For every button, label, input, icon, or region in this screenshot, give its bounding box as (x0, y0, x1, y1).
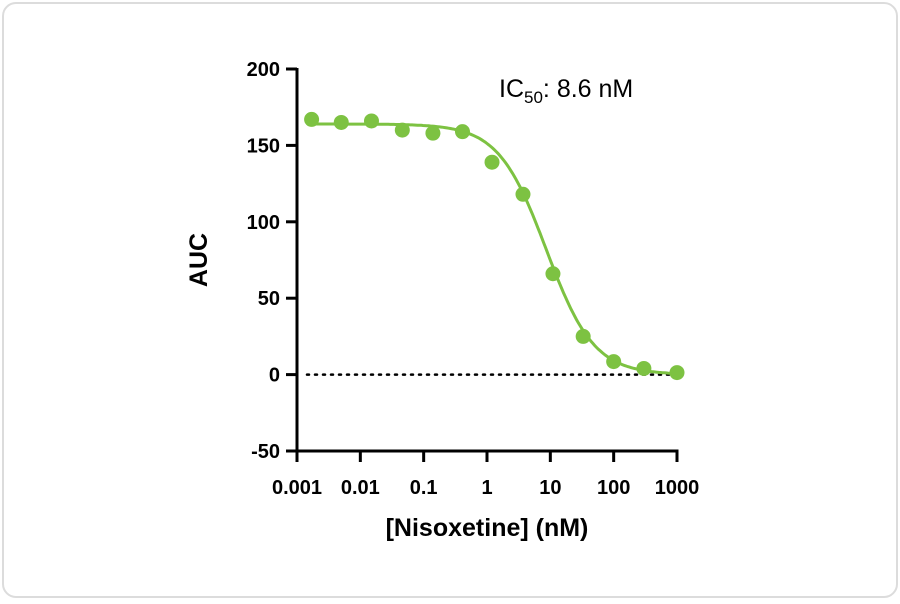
y-tick-label: 50 (258, 288, 280, 310)
data-point (606, 354, 622, 370)
ic50-annotation: IC50: 8.6 nM (499, 75, 633, 107)
data-points (304, 111, 685, 381)
x-tick-label: 0.1 (410, 477, 438, 499)
data-point (425, 125, 441, 141)
data-point (669, 365, 685, 381)
dose-response-chart: -50 0 50 100 150 200 0.001 0.01 0.1 1 10 100 1000 [N… (185, 59, 700, 542)
x-tick-label: 1 (481, 477, 492, 499)
data-point (394, 122, 410, 138)
x-tick-label: 0.001 (272, 477, 322, 499)
x-tick-label: 10 (539, 477, 561, 499)
ic50-prefix: IC (499, 75, 524, 103)
data-point (363, 113, 379, 129)
data-point (454, 124, 470, 140)
data-point (636, 360, 652, 376)
axes: -50 0 50 100 150 200 0.001 0.01 0.1 1 10 100 1000 (247, 59, 700, 499)
x-axis-label: [Nisoxetine] (nM) (386, 514, 589, 542)
ic50-subscript: 50 (524, 88, 543, 107)
data-point (515, 186, 531, 202)
data-point (304, 111, 320, 127)
data-point (333, 114, 349, 130)
x-tick-label: 0.01 (341, 477, 380, 499)
x-tick-label: 1000 (655, 477, 700, 499)
y-tick-label: 200 (247, 59, 280, 81)
ic50-suffix: : 8.6 nM (543, 75, 633, 103)
y-tick-label: -50 (251, 441, 280, 463)
data-point (575, 328, 591, 344)
x-tick-label: 100 (597, 477, 630, 499)
y-axis-label: AUC (185, 233, 213, 287)
data-point (545, 266, 561, 282)
data-point (484, 154, 500, 170)
y-tick-label: 150 (247, 135, 280, 157)
y-tick-label: 0 (269, 365, 280, 387)
y-tick-label: 100 (247, 212, 280, 234)
